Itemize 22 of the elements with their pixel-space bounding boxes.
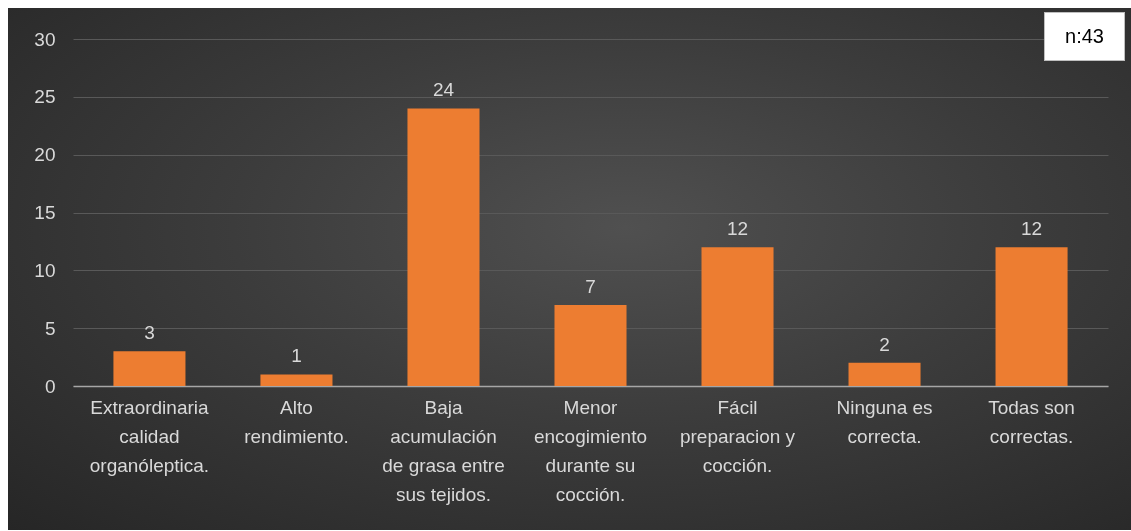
x-tick-label: Baja acumulación de grasa entre sus tejidos. — [382, 396, 505, 505]
data-label: 24 — [432, 79, 455, 101]
x-tick-label: Fácil preparacion y cocción. — [679, 396, 796, 476]
x-tick-label: Alto rendimiento. — [244, 396, 349, 447]
data-label: 7 — [585, 276, 596, 298]
data-label: 3 — [144, 322, 155, 344]
annotation: n:43 — [1044, 12, 1125, 61]
x-tick-label: Extraordinaria calidad organóleptica. — [89, 396, 210, 476]
y-tick-label: 15 — [34, 202, 56, 223]
x-tick-label: Menor encogimiento durante su cocción. — [533, 396, 648, 505]
y-tick-label: 30 — [34, 28, 56, 50]
data-label: 1 — [291, 345, 302, 367]
y-tick-label: 0 — [44, 375, 56, 397]
y-tick-label: 25 — [34, 86, 56, 108]
y-tick-label: 10 — [34, 259, 56, 281]
data-label: 12 — [726, 218, 749, 240]
x-tick-label: Ninguna es correcta. — [836, 396, 933, 447]
data-label: 12 — [1020, 218, 1043, 240]
y-tick-label: 20 — [34, 144, 56, 166]
data-label: 2 — [879, 333, 890, 355]
y-tick-label: 5 — [44, 317, 56, 339]
x-tick-label: Todas son correctas. — [988, 396, 1075, 447]
